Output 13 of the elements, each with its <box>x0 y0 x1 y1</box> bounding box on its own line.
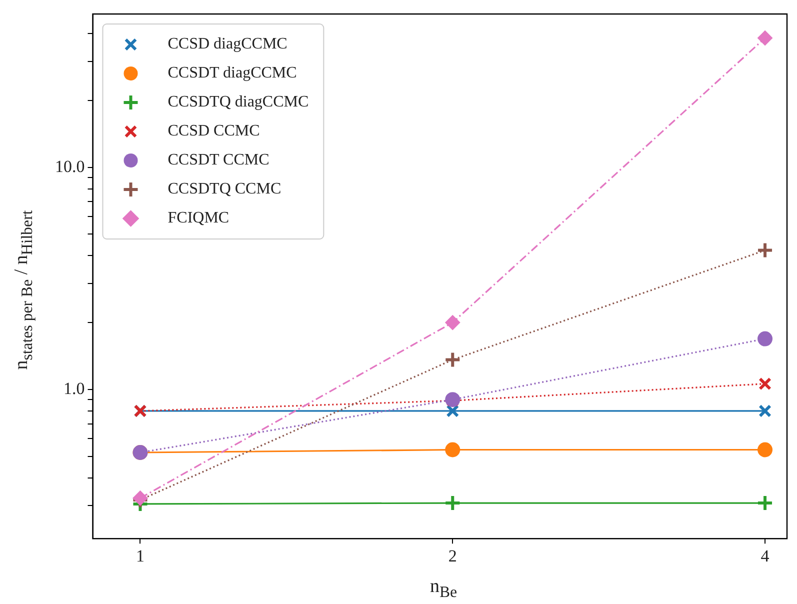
x-tick-label: 1 <box>136 546 144 566</box>
legend-label: CCSDT diagCCMC <box>168 64 297 82</box>
legend-label: CCSDTQ CCMC <box>168 180 282 198</box>
y-tick-label: 10.0 <box>55 156 85 176</box>
x-axis-title: n$_{Be}$ <box>428 576 458 602</box>
y-tick-label: 1.0 <box>64 378 85 398</box>
x-tick-label: 2 <box>448 546 457 566</box>
legend-label: CCSDTQ diagCCMC <box>168 94 309 111</box>
legend-label: FCIQMC <box>168 210 230 227</box>
x-tick-label: 4 <box>760 546 770 566</box>
legend-label: CCSD diagCCMC <box>168 36 288 53</box>
legend-label: CCSDT CCMC <box>168 152 270 169</box>
legend-label: CCSD CCMC <box>168 122 260 140</box>
